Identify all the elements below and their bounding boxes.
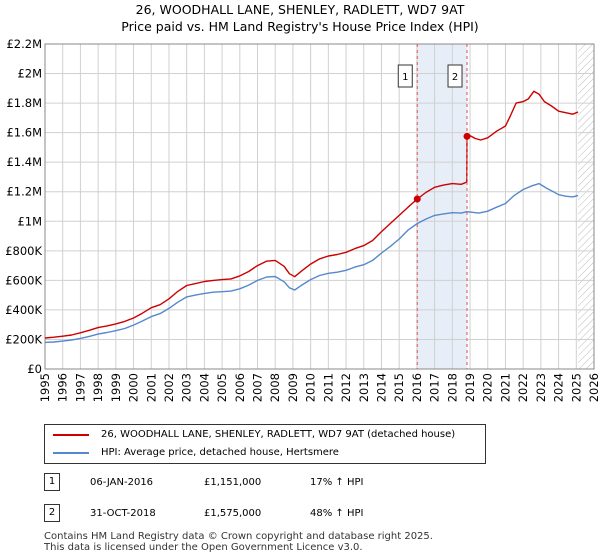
legend-line-red [53, 434, 89, 436]
x-tick-label: 2023 [534, 373, 548, 402]
x-tick-label: 1998 [91, 373, 105, 402]
x-tick-label: 2013 [357, 373, 371, 402]
y-tick-label: £1.2M [6, 185, 42, 199]
x-tick-label: 2017 [428, 373, 442, 402]
x-tick-label: 2007 [251, 373, 265, 402]
x-tick-label: 2019 [463, 373, 477, 402]
sales-period-shade [417, 44, 468, 369]
sale-badge-2: 2 [44, 504, 60, 522]
footer-line-2: This data is licensed under the Open Gov… [44, 542, 363, 553]
sale-box-label-2: 2 [452, 72, 458, 83]
x-tick-label: 2001 [144, 373, 158, 402]
footer: Contains HM Land Registry data © Crown c… [44, 531, 433, 553]
legend-label-hpi: HPI: Average price, detached house, Hert… [101, 447, 339, 458]
x-tick-label: 2020 [481, 373, 495, 402]
price-chart: 26, WOODHALL LANE, SHENLEY, RADLETT, WD7… [5, 2, 600, 402]
y-tick-label: £1.4M [6, 155, 42, 169]
y-tick-label: £1M [17, 214, 42, 228]
x-tick-label: 2002 [162, 373, 176, 402]
sale-box-1 [397, 64, 413, 88]
x-tick-label: 1999 [109, 373, 123, 402]
y-tick-label: £1.6M [6, 126, 42, 140]
y-tick-label: £2M [17, 67, 42, 81]
x-tick-label: 2005 [215, 373, 229, 402]
legend-line-blue [53, 452, 89, 454]
plot-frame [44, 43, 595, 370]
x-tick-label: 1995 [38, 373, 52, 402]
sale-box-label-1: 1 [402, 72, 408, 83]
x-tick-label: 2026 [587, 373, 600, 402]
x-tick-label: 2021 [498, 373, 512, 402]
y-tick-label: £200K [5, 332, 42, 346]
legend-label-property: 26, WOODHALL LANE, SHENLEY, RADLETT, WD7… [101, 429, 456, 440]
x-tick-label: 2006 [233, 373, 247, 402]
x-tick-label: 2025 [569, 373, 583, 402]
x-tick-label: 2004 [197, 373, 211, 402]
sale-hpi-2: 48% ↑ HPI [310, 508, 364, 519]
sale-hpi-1: 17% ↑ HPI [310, 477, 364, 488]
sale-point-2 [463, 132, 471, 140]
y-tick-label: £400K [5, 303, 42, 317]
x-tick-label: 2010 [304, 373, 318, 402]
x-tick-label: 2000 [127, 373, 141, 402]
chart-subtitle: Price paid vs. HM Land Registry's House … [121, 19, 478, 34]
future-hatch [578, 44, 594, 369]
x-tick-label: 1996 [56, 373, 70, 402]
y-tick-label: £800K [5, 244, 42, 258]
sale-price-1: £1,151,000 [204, 477, 262, 488]
y-tick-label: £1.8M [6, 96, 42, 110]
x-tick-label: 2008 [268, 373, 282, 402]
x-tick-label: 1997 [73, 373, 87, 402]
x-tick-label: 2011 [321, 373, 335, 402]
chart-title: 26, WOODHALL LANE, SHENLEY, RADLETT, WD7… [136, 2, 465, 17]
sale-box-2 [447, 64, 463, 88]
x-tick-label: 2003 [180, 373, 194, 402]
x-tick-label: 2014 [374, 373, 388, 402]
sale-price-2: £1,575,000 [204, 508, 262, 519]
footer-line-1: Contains HM Land Registry data © Crown c… [44, 531, 433, 542]
x-tick-label: 2016 [410, 373, 424, 402]
x-tick-label: 2018 [445, 373, 459, 402]
series-line-property [44, 90, 579, 339]
sale-badge-1: 1 [44, 473, 60, 491]
x-tick-label: 2012 [339, 373, 353, 402]
y-tick-label: £2.2M [6, 37, 42, 51]
sale-point-1 [413, 195, 421, 203]
y-tick-label: £0 [27, 362, 42, 376]
sale-date-1: 06-JAN-2016 [90, 477, 154, 488]
x-tick-label: 2015 [392, 373, 406, 402]
x-tick-label: 2024 [552, 373, 566, 402]
sale-date-2: 31-OCT-2018 [90, 508, 156, 519]
legend: 26, WOODHALL LANE, SHENLEY, RADLETT, WD7… [44, 424, 486, 464]
x-tick-label: 2009 [286, 373, 300, 402]
series-line-hpi [44, 182, 579, 344]
y-tick-label: £600K [5, 273, 42, 287]
x-tick-label: 2022 [516, 373, 530, 402]
